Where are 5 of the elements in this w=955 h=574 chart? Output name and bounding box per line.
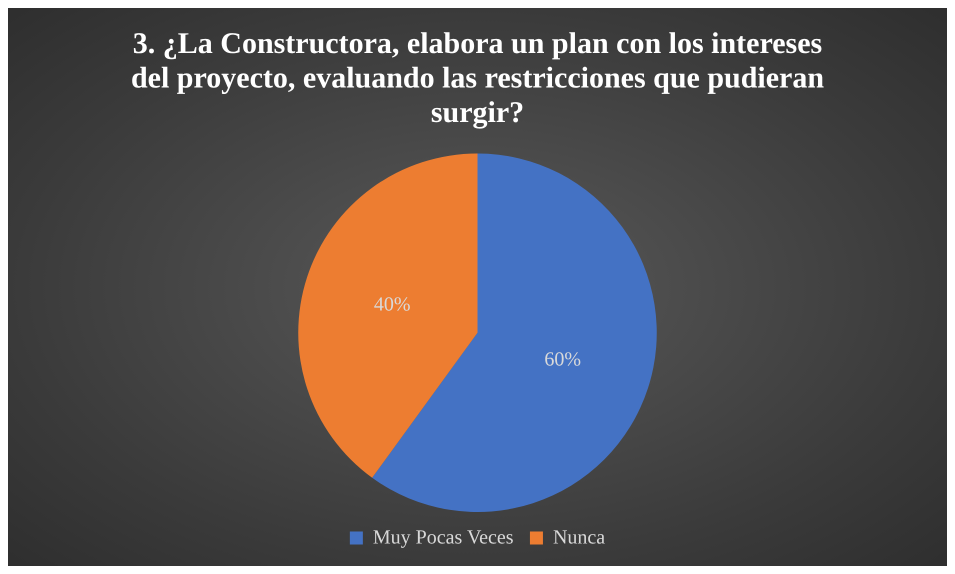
data-label: 40% xyxy=(374,293,411,316)
legend-label: Nunca xyxy=(552,526,606,548)
legend-label: Muy Pocas Veces xyxy=(372,526,514,548)
data-label: 60% xyxy=(544,348,582,371)
chart-title: 3. ¿La Constructora, elabora un plan con los intereses del proyecto, evaluando las restricciones que pudieran surgir? xyxy=(130,27,824,129)
